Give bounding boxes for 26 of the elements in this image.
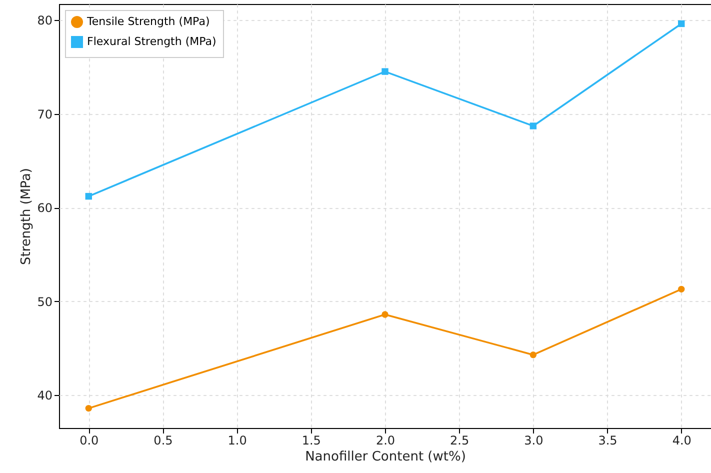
x-tick-label: 3.0	[524, 434, 544, 448]
y-tick-label: 40	[37, 388, 52, 403]
x-tick-label: 2.5	[450, 434, 470, 448]
x-tick-label: 2.0	[376, 434, 396, 448]
legend-label: Flexural Strength (MPa)	[87, 35, 216, 48]
legend-label: Tensile Strength (MPa)	[86, 15, 210, 28]
y-tick-label: 60	[37, 201, 52, 216]
y-tick-label: 50	[37, 294, 52, 309]
point	[85, 404, 92, 412]
x-tick-label: 0.0	[80, 434, 99, 448]
point	[85, 192, 92, 200]
point	[530, 122, 537, 130]
x-tick-label: 1.5	[302, 434, 321, 448]
x-axis-title: Nanofiller Content (wt%)	[305, 450, 466, 464]
point	[530, 351, 537, 358]
point	[678, 20, 685, 28]
y-tick-label: 80	[37, 13, 52, 28]
point	[678, 286, 685, 293]
y-tick-label: 70	[37, 107, 52, 122]
x-tick-label: 3.5	[598, 434, 618, 448]
x-tick-label: 4.0	[672, 434, 692, 448]
point	[382, 68, 388, 75]
x-tick-label: 1.0	[228, 434, 247, 448]
x-tick-label: 0.5	[154, 434, 173, 448]
point	[382, 311, 388, 318]
y-axis-title: Strength (MPa)	[19, 168, 34, 265]
